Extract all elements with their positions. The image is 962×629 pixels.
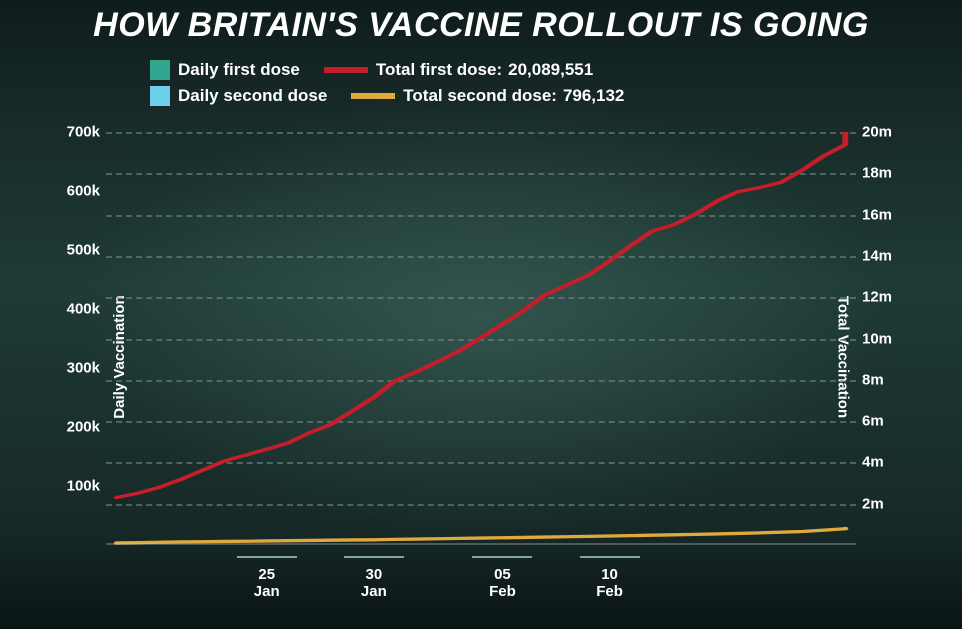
xtick: 30Jan <box>344 549 404 600</box>
xtick-mark <box>580 556 640 558</box>
swatch-total-second <box>351 93 395 99</box>
xtick-mark <box>344 556 404 558</box>
xtick: 10Feb <box>580 549 640 600</box>
legend-item-total-second: Total second dose: 796,132 <box>351 86 624 106</box>
chart-title: HOW BRITAIN'S VACCINE ROLLOUT IS GOING <box>0 6 962 45</box>
legend-value: 796,132 <box>563 86 624 106</box>
legend-label: Total second dose: <box>403 86 557 106</box>
line-overlay <box>106 132 856 545</box>
xtick-day: 05 <box>494 566 511 583</box>
ytick-right: 8m <box>862 371 906 388</box>
ytick-right: 16m <box>862 206 906 223</box>
legend: Daily first dose Total first dose: 20,08… <box>150 60 902 112</box>
xtick: 05Feb <box>472 549 532 600</box>
xtick-month: Feb <box>596 583 623 600</box>
xtick: 25Jan <box>237 549 297 600</box>
chart-area: Daily Vaccination Total Vaccination 2m4m… <box>48 132 914 581</box>
ytick-right: 20m <box>862 124 906 141</box>
swatch-daily-second <box>150 86 170 106</box>
legend-item-total-first: Total first dose: 20,089,551 <box>324 60 593 80</box>
ytick-left: 400k <box>56 301 100 318</box>
xtick-month: Jan <box>361 583 387 600</box>
swatch-daily-first <box>150 60 170 80</box>
ytick-right: 4m <box>862 454 906 471</box>
ytick-left: 600k <box>56 183 100 200</box>
ytick-right: 2m <box>862 495 906 512</box>
legend-item-daily-first: Daily first dose <box>150 60 300 80</box>
line-total-second <box>117 528 846 542</box>
xtick-month: Feb <box>489 583 516 600</box>
xtick-month: Jan <box>254 583 280 600</box>
ytick-left: 100k <box>56 478 100 495</box>
line-total-first <box>117 132 846 498</box>
legend-label: Total first dose: <box>376 60 502 80</box>
ytick-right: 14m <box>862 247 906 264</box>
xtick-day: 25 <box>258 566 275 583</box>
xtick-mark <box>472 556 532 558</box>
x-axis-baseline <box>106 543 856 545</box>
plot-area: 2m4m6m8m10m12m14m16m18m20m100k200k300k40… <box>106 132 856 545</box>
legend-value: 20,089,551 <box>508 60 593 80</box>
xtick-day: 10 <box>601 566 618 583</box>
ytick-left: 700k <box>56 124 100 141</box>
legend-label: Daily second dose <box>178 86 327 106</box>
ytick-right: 10m <box>862 330 906 347</box>
ytick-left: 200k <box>56 419 100 436</box>
ytick-left: 300k <box>56 360 100 377</box>
legend-item-daily-second: Daily second dose <box>150 86 327 106</box>
swatch-total-first <box>324 67 368 73</box>
legend-label: Daily first dose <box>178 60 300 80</box>
ytick-right: 12m <box>862 289 906 306</box>
xtick-day: 30 <box>366 566 383 583</box>
ytick-right: 18m <box>862 165 906 182</box>
xtick-mark <box>237 556 297 558</box>
ytick-left: 500k <box>56 242 100 259</box>
ytick-right: 6m <box>862 413 906 430</box>
x-ticks: 25Jan30Jan05Feb10Feb <box>106 549 856 589</box>
